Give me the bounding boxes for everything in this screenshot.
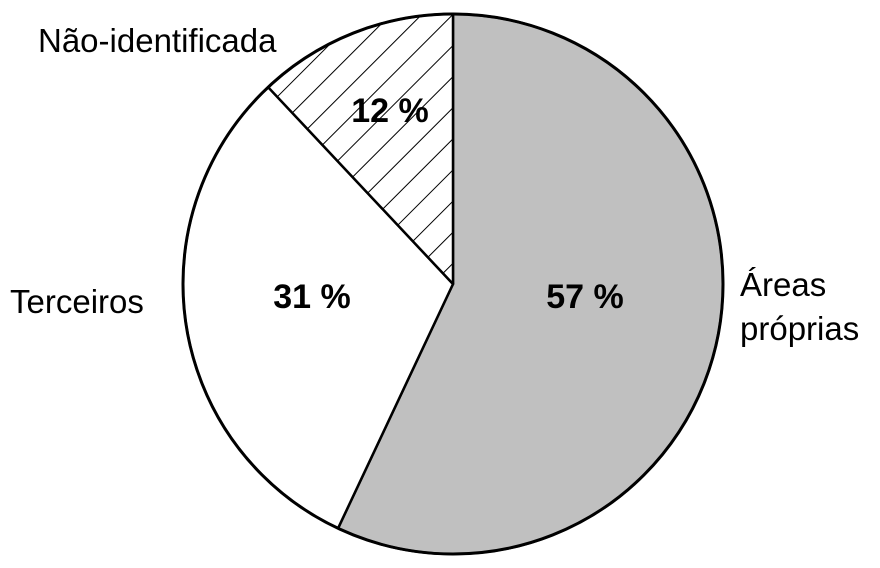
- slice-value-label: 57 %: [546, 278, 624, 316]
- slice-category-label: Terceiros: [10, 283, 144, 320]
- slice-category-label: Não-identificada: [38, 22, 277, 59]
- slice-value-label: 12 %: [351, 92, 429, 130]
- slice-value-label: 31 %: [273, 278, 351, 316]
- slice-category-label: próprias: [740, 310, 859, 347]
- pie-outline: [181, 12, 725, 556]
- slice-category-label: Áreas: [740, 266, 826, 303]
